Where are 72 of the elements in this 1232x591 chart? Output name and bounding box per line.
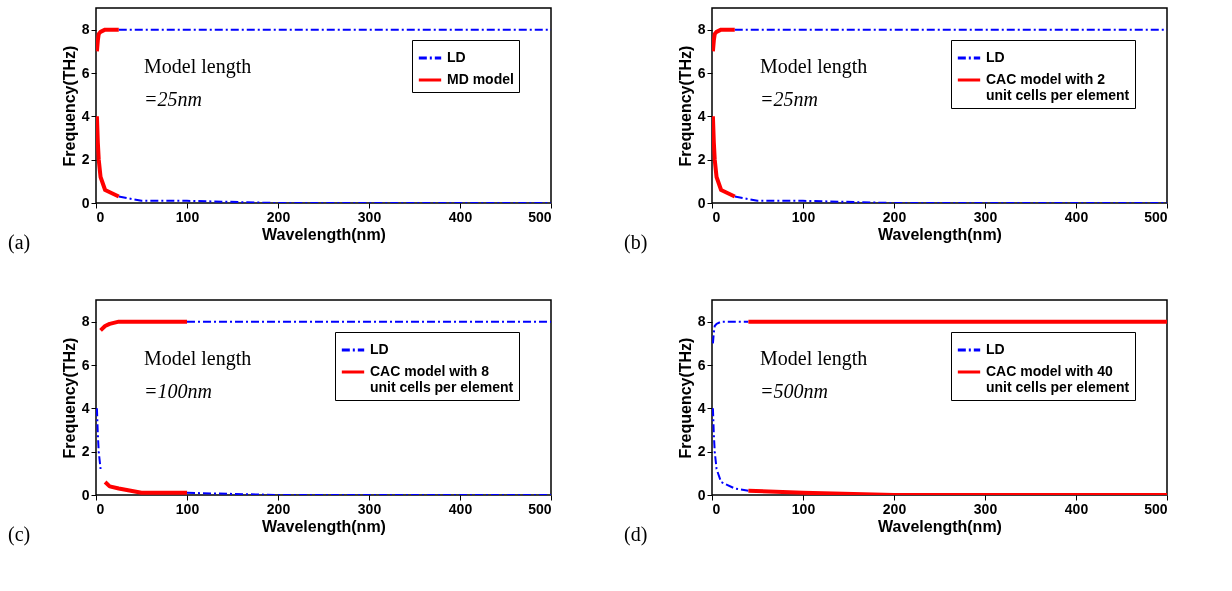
legend-label: CAC model with 8 unit cells per element [370,363,514,395]
annotation: =25nm [144,87,202,110]
annotation: Model length [144,54,252,78]
legend-label: CAC model with 2 unit cells per element [986,71,1130,103]
annotation: Model length [760,54,868,78]
y-axis-title: Frequency(THz) [60,45,78,167]
y-tick-label: 0 [697,486,706,503]
y-axis-title: Frequency(THz) [60,337,78,459]
annotation: =25nm [760,87,818,110]
x-tick-label: 100 [791,208,816,225]
y-tick-label: 6 [81,356,90,373]
x-tick-label: 100 [791,500,816,517]
y-tick-label: 4 [81,107,90,124]
y-tick-label: 2 [81,443,90,460]
x-tick-label: 0 [712,208,721,225]
legend-label: LD [447,49,466,65]
x-tick-label: 100 [175,208,200,225]
x-tick-label: 0 [96,208,105,225]
x-axis-title: Wavelength(nm) [878,225,1002,243]
x-tick-label: 200 [882,500,907,517]
x-tick-label: 400 [448,500,473,517]
annotation: =500nm [760,379,828,402]
y-tick-label: 8 [81,21,90,38]
x-tick-label: 300 [357,500,382,517]
x-axis-title: Wavelength(nm) [262,225,386,243]
x-tick-label: 400 [448,208,473,225]
x-tick-label: 100 [175,500,200,517]
text: (d) [624,523,648,546]
y-tick-label: 4 [81,399,90,416]
x-tick-label: 300 [973,500,998,517]
y-tick-label: 4 [697,399,706,416]
x-tick-label: 400 [1064,208,1089,225]
x-tick-label: 200 [266,500,291,517]
annotation: Model length [760,346,868,370]
x-axis-title: Wavelength(nm) [878,517,1002,535]
x-tick-label: 200 [266,208,291,225]
x-tick-label: 300 [973,208,998,225]
legend-label: LD [986,49,1005,65]
text: (a) [8,231,31,254]
annotation: =100nm [144,379,212,402]
x-tick-label: 0 [712,500,721,517]
x-tick-label: 200 [882,208,907,225]
y-tick-label: 2 [697,151,706,168]
y-tick-label: 0 [697,194,706,211]
y-tick-label: 8 [81,313,90,330]
x-tick-label: 300 [357,208,382,225]
x-tick-label: 500 [528,208,552,225]
text: (b) [624,231,648,254]
y-tick-label: 6 [81,64,90,81]
legend-label: MD model [447,71,514,87]
x-tick-label: 500 [528,500,552,517]
x-tick-label: 0 [96,500,105,517]
y-tick-label: 6 [697,64,706,81]
x-tick-label: 400 [1064,500,1089,517]
legend-label: LD [370,341,389,357]
y-tick-label: 0 [81,194,90,211]
x-tick-label: 500 [1144,208,1168,225]
y-tick-label: 0 [81,486,90,503]
x-tick-label: 500 [1144,500,1168,517]
y-tick-label: 6 [697,356,706,373]
x-axis-title: Wavelength(nm) [262,517,386,535]
text: (c) [8,523,31,546]
y-axis-title: Frequency(THz) [676,45,694,167]
y-tick-label: 4 [697,107,706,124]
y-tick-label: 8 [697,313,706,330]
legend-label: CAC model with 40 unit cells per element [986,363,1130,395]
y-axis-title: Frequency(THz) [676,337,694,459]
legend-label: LD [986,341,1005,357]
y-tick-label: 2 [81,151,90,168]
y-tick-label: 8 [697,21,706,38]
y-tick-label: 2 [697,443,706,460]
annotation: Model length [144,346,252,370]
